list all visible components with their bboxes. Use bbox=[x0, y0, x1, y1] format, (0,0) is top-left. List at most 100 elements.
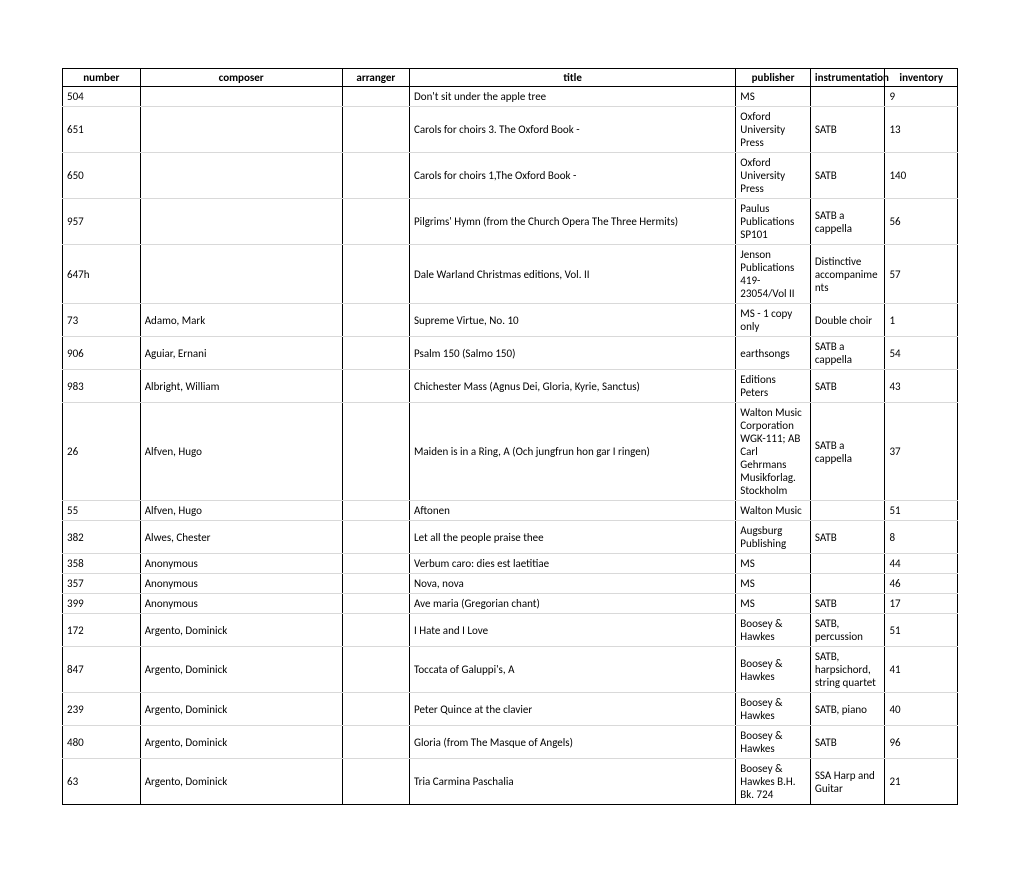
cell-arranger bbox=[342, 554, 409, 574]
table-row: 647hDale Warland Christmas editions, Vol… bbox=[63, 245, 958, 304]
table-row: 55Alfven, HugoAftonenWalton Music51 bbox=[63, 501, 958, 521]
cell-title: Nova, nova bbox=[410, 574, 736, 594]
cell-composer: Albright, William bbox=[140, 370, 342, 403]
cell-instrumentation: SATB, harpsichord, string quartet bbox=[810, 647, 885, 693]
cell-inventory: 51 bbox=[885, 614, 958, 647]
cell-inventory: 56 bbox=[885, 199, 958, 245]
cell-title: Maiden is in a Ring, A (Och jungfrun hon… bbox=[410, 403, 736, 501]
cell-composer bbox=[140, 107, 342, 153]
cell-composer: Alfven, Hugo bbox=[140, 501, 342, 521]
cell-instrumentation: SATB bbox=[810, 521, 885, 554]
cell-inventory: 54 bbox=[885, 337, 958, 370]
cell-arranger bbox=[342, 87, 409, 107]
cell-publisher: Walton Music bbox=[736, 501, 811, 521]
cell-instrumentation: SATB, piano bbox=[810, 693, 885, 726]
cell-number: 382 bbox=[63, 521, 141, 554]
cell-composer: Argento, Dominick bbox=[140, 726, 342, 759]
cell-composer bbox=[140, 199, 342, 245]
cell-inventory: 51 bbox=[885, 501, 958, 521]
table-row: 239Argento, DominickPeter Quince at the … bbox=[63, 693, 958, 726]
table-row: 26Alfven, HugoMaiden is in a Ring, A (Oc… bbox=[63, 403, 958, 501]
column-header-composer: composer bbox=[140, 69, 342, 87]
cell-publisher: MS bbox=[736, 574, 811, 594]
cell-publisher: Boosey & Hawkes bbox=[736, 726, 811, 759]
cell-number: 172 bbox=[63, 614, 141, 647]
cell-instrumentation: SSA Harp and Guitar bbox=[810, 759, 885, 805]
table-body: 504Don't sit under the apple treeMS9651C… bbox=[63, 87, 958, 805]
cell-inventory: 96 bbox=[885, 726, 958, 759]
cell-publisher: MS bbox=[736, 554, 811, 574]
cell-inventory: 43 bbox=[885, 370, 958, 403]
cell-title: Psalm 150 (Salmo 150) bbox=[410, 337, 736, 370]
cell-composer: Aguiar, Ernani bbox=[140, 337, 342, 370]
cell-inventory: 37 bbox=[885, 403, 958, 501]
cell-title: Toccata of Galuppi's, A bbox=[410, 647, 736, 693]
music-catalog-table: numbercomposerarrangertitlepublisherinst… bbox=[62, 68, 958, 805]
cell-publisher: Jenson Publications 419-23054/Vol II bbox=[736, 245, 811, 304]
cell-number: 73 bbox=[63, 304, 141, 337]
cell-publisher: MS - 1 copy only bbox=[736, 304, 811, 337]
cell-inventory: 21 bbox=[885, 759, 958, 805]
cell-number: 63 bbox=[63, 759, 141, 805]
column-header-inventory: inventory bbox=[885, 69, 958, 87]
cell-number: 957 bbox=[63, 199, 141, 245]
table-row: 357AnonymousNova, novaMS46 bbox=[63, 574, 958, 594]
cell-title: Carols for choirs 1,The Oxford Book - bbox=[410, 153, 736, 199]
cell-number: 399 bbox=[63, 594, 141, 614]
cell-composer: Argento, Dominick bbox=[140, 614, 342, 647]
cell-instrumentation: Distinctive accompaniments bbox=[810, 245, 885, 304]
cell-composer: Anonymous bbox=[140, 594, 342, 614]
cell-instrumentation: SATB bbox=[810, 153, 885, 199]
cell-composer bbox=[140, 153, 342, 199]
cell-arranger bbox=[342, 521, 409, 554]
cell-arranger bbox=[342, 245, 409, 304]
cell-composer: Anonymous bbox=[140, 574, 342, 594]
cell-number: 357 bbox=[63, 574, 141, 594]
table-row: 399AnonymousAve maria (Gregorian chant)M… bbox=[63, 594, 958, 614]
table-row: 172Argento, DominickI Hate and I LoveBoo… bbox=[63, 614, 958, 647]
cell-publisher: Augsburg Publishing bbox=[736, 521, 811, 554]
cell-composer bbox=[140, 87, 342, 107]
cell-number: 983 bbox=[63, 370, 141, 403]
cell-instrumentation bbox=[810, 501, 885, 521]
cell-publisher: Editions Peters bbox=[736, 370, 811, 403]
cell-number: 26 bbox=[63, 403, 141, 501]
table-row: 63Argento, DominickTria Carmina Paschali… bbox=[63, 759, 958, 805]
cell-number: 358 bbox=[63, 554, 141, 574]
cell-instrumentation: SATB a cappella bbox=[810, 403, 885, 501]
cell-number: 650 bbox=[63, 153, 141, 199]
cell-title: Carols for choirs 3. The Oxford Book - bbox=[410, 107, 736, 153]
cell-inventory: 44 bbox=[885, 554, 958, 574]
cell-arranger bbox=[342, 574, 409, 594]
cell-instrumentation bbox=[810, 554, 885, 574]
cell-instrumentation bbox=[810, 87, 885, 107]
cell-composer: Adamo, Mark bbox=[140, 304, 342, 337]
cell-arranger bbox=[342, 726, 409, 759]
cell-publisher: Oxford University Press bbox=[736, 153, 811, 199]
cell-arranger bbox=[342, 693, 409, 726]
table-row: 847Argento, DominickToccata of Galuppi's… bbox=[63, 647, 958, 693]
cell-title: Don't sit under the apple tree bbox=[410, 87, 736, 107]
cell-number: 504 bbox=[63, 87, 141, 107]
cell-arranger bbox=[342, 614, 409, 647]
table-row: 650 Carols for choirs 1,The Oxford Book -… bbox=[63, 153, 958, 199]
cell-composer: Anonymous bbox=[140, 554, 342, 574]
cell-instrumentation: SATB, percussion bbox=[810, 614, 885, 647]
cell-publisher: Boosey & Hawkes B.H. Bk. 724 bbox=[736, 759, 811, 805]
cell-publisher: MS bbox=[736, 594, 811, 614]
cell-composer: Argento, Dominick bbox=[140, 759, 342, 805]
cell-inventory: 41 bbox=[885, 647, 958, 693]
cell-arranger bbox=[342, 759, 409, 805]
cell-title: Aftonen bbox=[410, 501, 736, 521]
table-row: 957Pilgrims' Hymn (from the Church Opera… bbox=[63, 199, 958, 245]
cell-publisher: Boosey & Hawkes bbox=[736, 693, 811, 726]
cell-instrumentation: SATB bbox=[810, 370, 885, 403]
column-header-instrumentation: instrumentation bbox=[810, 69, 885, 87]
cell-publisher: MS bbox=[736, 87, 811, 107]
cell-arranger bbox=[342, 594, 409, 614]
cell-inventory: 40 bbox=[885, 693, 958, 726]
cell-instrumentation: Double choir bbox=[810, 304, 885, 337]
cell-title: Gloria (from The Masque of Angels) bbox=[410, 726, 736, 759]
cell-publisher: Walton Music Corporation WGK-111; AB Car… bbox=[736, 403, 811, 501]
column-header-title: title bbox=[410, 69, 736, 87]
